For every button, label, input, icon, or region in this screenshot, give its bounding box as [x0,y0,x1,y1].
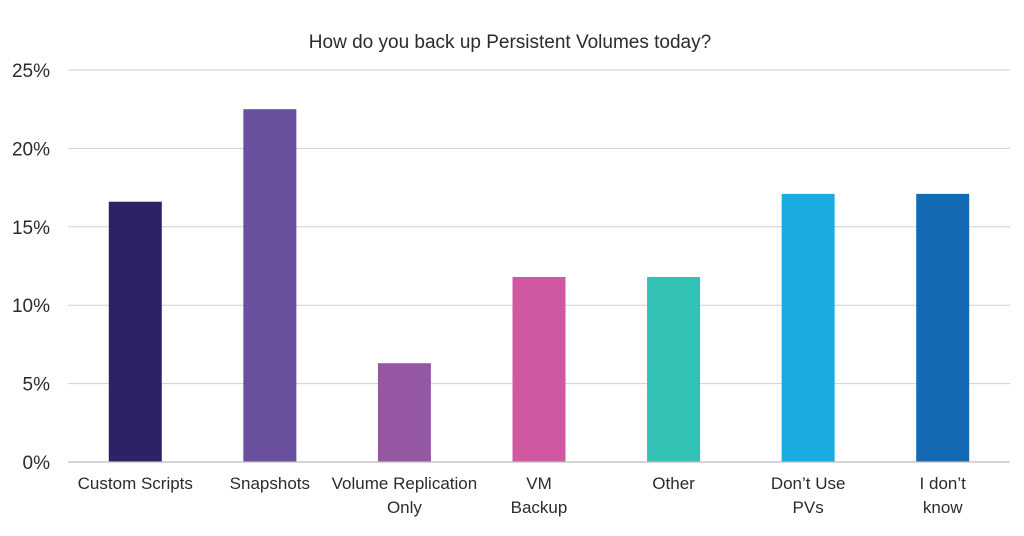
y-tick-label: 0% [23,453,51,474]
x-tick-label: I don’t know [920,474,967,517]
x-tick-label: VM Backup [511,474,568,517]
bar [781,193,835,462]
x-tick-label: Other [652,474,695,493]
bar [243,109,297,462]
bars [108,109,970,462]
bar [512,276,566,462]
y-axis-ticks: 0% 5% 10% 15% 20% 25% [12,61,50,474]
chart-title: How do you back up Persistent Volumes to… [309,32,711,53]
y-tick-label: 15% [12,218,50,239]
gridlines [68,69,1010,385]
x-tick-label: Snapshots [230,474,310,493]
x-axis-ticks: Custom Scripts Snapshots Volume Replicatio… [78,474,966,517]
y-tick-label: 20% [12,139,50,160]
y-tick-label: 25% [12,61,50,82]
bar [108,201,162,462]
bar [647,276,701,462]
bar [916,193,970,462]
x-tick-label: Custom Scripts [78,474,193,493]
y-tick-label: 10% [12,296,50,317]
x-tick-label: Volume Replication Only [332,474,478,517]
bar [377,363,431,462]
x-tick-label: Don’t Use PVs [771,474,846,517]
y-tick-label: 5% [23,375,51,396]
